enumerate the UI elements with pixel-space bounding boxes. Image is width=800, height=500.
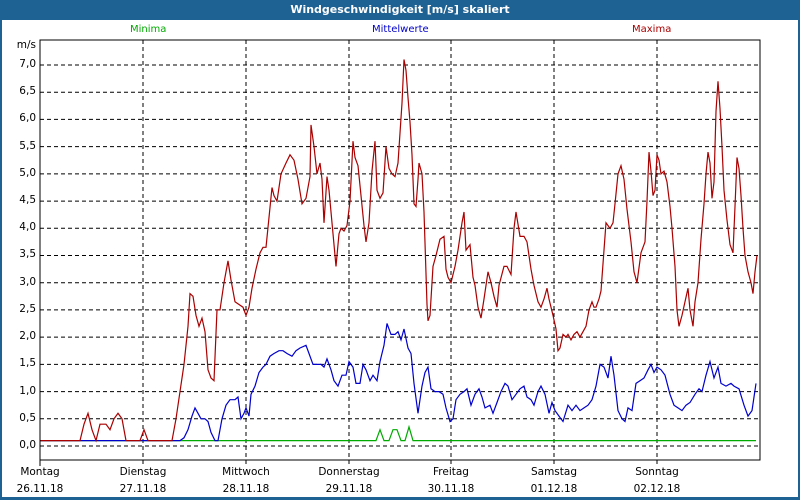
date-label: 29.11.18 bbox=[325, 483, 373, 495]
y-tick-label: 3,5 bbox=[19, 248, 36, 261]
y-tick-label: 4,0 bbox=[19, 221, 36, 234]
date-label: 27.11.18 bbox=[119, 483, 167, 495]
y-tick-label: 0,0 bbox=[19, 439, 36, 451]
y-tick-label: 6,0 bbox=[19, 112, 36, 125]
y-tick-label: 2,5 bbox=[19, 302, 36, 315]
y-tick-label: 6,5 bbox=[19, 85, 36, 98]
day-label: Montag bbox=[20, 466, 60, 478]
series-maxima bbox=[40, 59, 758, 443]
date-label: 02.12.18 bbox=[633, 483, 681, 495]
y-tick-label: 5,5 bbox=[19, 139, 36, 152]
day-label: Donnerstag bbox=[318, 466, 380, 478]
day-label: Sonntag bbox=[635, 466, 679, 478]
day-label: Samstag bbox=[530, 466, 577, 478]
plot-border bbox=[39, 39, 761, 461]
legend-maxima: Maxima bbox=[632, 24, 672, 35]
date-label: 28.11.18 bbox=[222, 483, 270, 495]
date-label: 30.11.18 bbox=[427, 483, 475, 495]
series-minima bbox=[40, 424, 756, 442]
y-tick-label: 1,0 bbox=[19, 384, 36, 397]
y-tick-label: 4,5 bbox=[19, 194, 36, 207]
y-tick-label: 2,0 bbox=[19, 330, 36, 343]
legend-minima: Minima bbox=[130, 24, 167, 35]
y-axis-unit: m/s bbox=[16, 39, 36, 51]
y-tick-label: 5,0 bbox=[19, 166, 36, 179]
chart-title: Windgeschwindigkeit [m/s] skaliert bbox=[0, 0, 800, 20]
series-mittelwerte bbox=[40, 323, 757, 442]
day-label: Freitag bbox=[433, 466, 469, 478]
chart-panel bbox=[2, 20, 798, 497]
date-label: 26.11.18 bbox=[16, 483, 64, 495]
legend-mittelwerte: Mittelwerte bbox=[372, 24, 429, 35]
day-label: Dienstag bbox=[119, 466, 167, 478]
y-tick-label: 0,5 bbox=[19, 411, 36, 424]
date-label: 01.12.18 bbox=[530, 483, 578, 495]
y-tick-label: 7,0 bbox=[19, 57, 36, 70]
y-tick-label: 1,5 bbox=[19, 357, 36, 370]
y-tick-label: 3,0 bbox=[19, 275, 36, 288]
day-label: Mittwoch bbox=[222, 466, 270, 478]
